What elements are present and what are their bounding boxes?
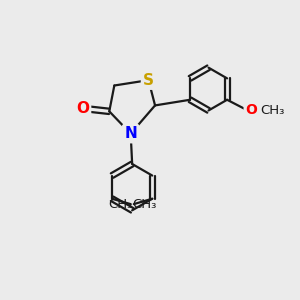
Text: CH₃: CH₃ [261,104,285,117]
Text: CH₃: CH₃ [132,198,156,211]
Text: O: O [76,101,89,116]
Text: O: O [245,103,257,117]
Text: S: S [143,73,154,88]
Text: CH₃: CH₃ [108,198,132,211]
Text: N: N [124,126,137,141]
